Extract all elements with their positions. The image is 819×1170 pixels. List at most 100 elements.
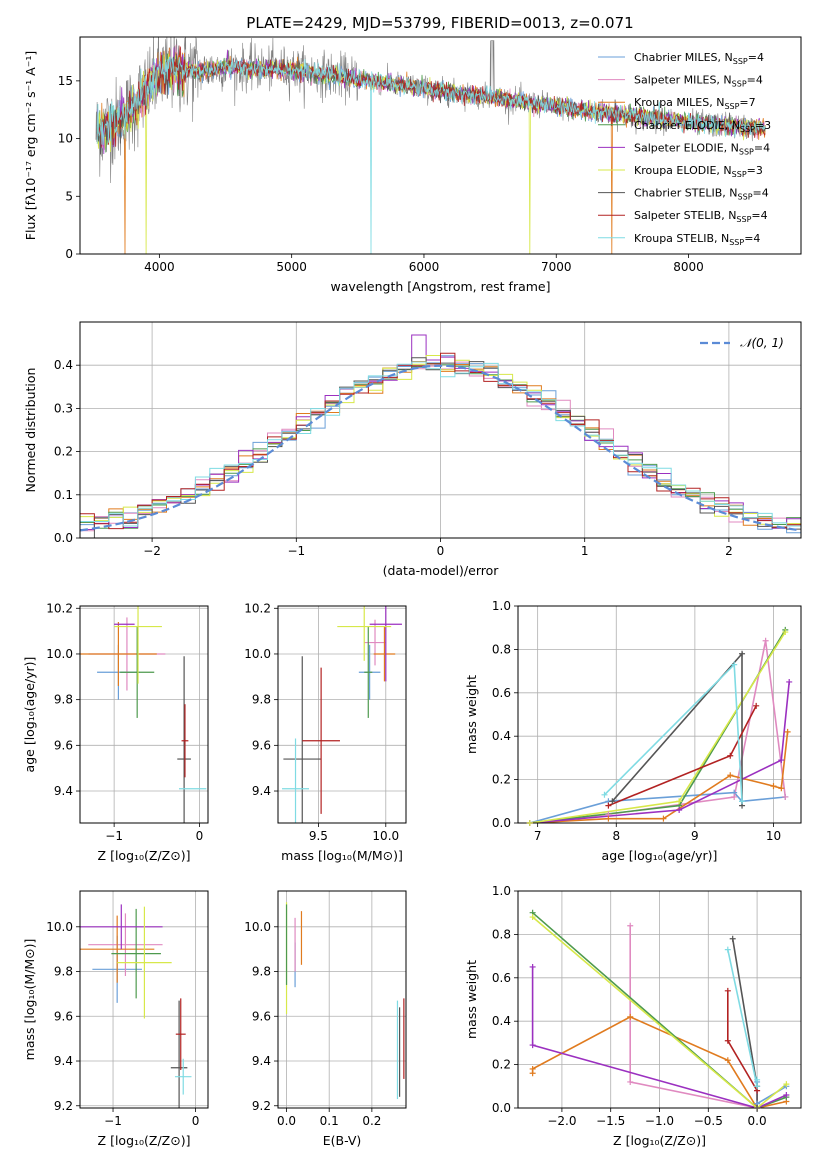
weight-point-marker xyxy=(724,987,731,994)
weight-point-marker xyxy=(784,728,791,735)
y-axis-label: Normed distribution xyxy=(23,368,38,493)
y-tick-label: 0.2 xyxy=(54,445,73,459)
weight-point-marker xyxy=(526,820,533,826)
y-axis-label: mass weight xyxy=(464,960,479,1039)
y-axis-label: Flux [fλ10⁻¹⁷ erg cm⁻² s⁻¹ A⁻¹] xyxy=(23,51,38,240)
x-tick-label: 8 xyxy=(612,829,620,843)
panel-weight_vs_age: 7 8 9 10 0.0 0.2 0.4 0.6 0.8 1.0 age [log₁₀(age/yr… xyxy=(464,599,802,863)
x-tick-label: −1.0 xyxy=(645,1114,674,1128)
weight-point-marker xyxy=(724,1037,731,1044)
weight-point-marker xyxy=(609,798,616,805)
y-tick-label: 0.0 xyxy=(492,1101,511,1115)
y-axis-label: mass [log₁₀(M/M⊙)] xyxy=(22,939,37,1061)
residual-histogram-step xyxy=(80,361,801,538)
y-tick-label: 15 xyxy=(58,74,73,88)
x-axis-label: (data-model)/error xyxy=(383,563,500,578)
y-tick-label: 10.0 xyxy=(46,647,73,661)
weight-point-marker xyxy=(754,1083,761,1090)
x-tick-label: −1.5 xyxy=(596,1114,625,1128)
legend-entry: Kroupa MILES, NSSP=7 xyxy=(634,96,756,111)
y-tick-label: 9.8 xyxy=(54,693,73,707)
weight-point-marker xyxy=(782,629,789,636)
legend-entry: Chabrier STELIB, NSSP=4 xyxy=(634,187,769,202)
y-tick-label: 10 xyxy=(58,132,73,146)
y-tick-label: 0.1 xyxy=(54,488,73,502)
y-tick-label: 0.2 xyxy=(492,773,511,787)
x-tick-label: −1 xyxy=(105,829,123,843)
weight-point-marker xyxy=(660,815,667,822)
x-axis-label: wavelength [Angstrom, rest frame] xyxy=(330,279,550,294)
y-axis-label: age [log₁₀(age/yr)] xyxy=(22,657,37,773)
figure-title: PLATE=2429, MJD=53799, FIBERID=0013, z=0… xyxy=(246,14,633,32)
weight-point-marker xyxy=(778,785,785,792)
y-tick-label: 0.0 xyxy=(492,816,511,830)
weight-point-marker xyxy=(731,661,738,668)
panel-age_vs_Z: −1 0 9.4 9.6 9.8 10.0 10.2 Z [log₁₀(Z/Z⊙)] age [… xyxy=(22,601,209,863)
x-axis-label: age [log₁₀(age/yr)] xyxy=(602,848,718,863)
weight-point-marker xyxy=(786,678,793,685)
plot-area xyxy=(285,902,405,1100)
x-tick-label: 0.2 xyxy=(362,1114,381,1128)
legend-entry: 𝒩(0, 1) xyxy=(740,336,784,350)
x-tick-label: 0 xyxy=(437,544,445,558)
panel-mass_vs_EBV: 0.0 0.1 0.2 9.2 9.4 9.6 9.8 10.0 E(B-V) xyxy=(244,890,407,1148)
axes-frame xyxy=(277,890,407,1109)
x-axis-label: Z [log₁₀(Z/Z⊙)] xyxy=(613,1133,706,1148)
legend-entry: Kroupa ELODIE, NSSP=3 xyxy=(634,164,763,179)
panel-residuals: −2 −1 0 1 2 0.0 0.1 0.2 0.3 0.4 (data-model)/error… xyxy=(23,321,802,578)
y-tick-label: 9.4 xyxy=(252,1054,271,1068)
y-tick-label: 0.4 xyxy=(54,358,73,372)
y-tick-label: 5 xyxy=(65,189,73,203)
weight-point-marker xyxy=(529,1065,536,1072)
y-tick-label: 0.4 xyxy=(492,1014,511,1028)
weight-series-line xyxy=(529,681,790,823)
y-tick-label: 1.0 xyxy=(492,884,511,898)
weight-series-line xyxy=(529,629,786,823)
y-tick-label: 9.2 xyxy=(252,1099,271,1113)
axes-frame xyxy=(79,36,802,255)
x-tick-label: 1 xyxy=(581,544,589,558)
plot-area xyxy=(80,904,192,1108)
weight-point-marker xyxy=(529,914,536,921)
y-tick-label: 0.8 xyxy=(492,927,511,941)
weight-series-line xyxy=(529,731,789,823)
y-tick-label: 9.4 xyxy=(54,1054,73,1068)
weight-point-marker xyxy=(727,772,734,779)
weight-point-marker xyxy=(727,752,734,759)
x-tick-label: 7 xyxy=(534,829,542,843)
x-axis-label: mass [log₁₀(M/M⊙)] xyxy=(281,848,403,863)
y-tick-label: 10.0 xyxy=(244,647,271,661)
weight-point-marker xyxy=(754,1105,761,1111)
y-tick-label: 10.2 xyxy=(46,601,73,615)
y-tick-label: 0.4 xyxy=(492,729,511,743)
spectrum-model-line xyxy=(96,56,766,254)
y-axis-label: mass weight xyxy=(464,675,479,754)
x-tick-label: 0.1 xyxy=(320,1114,339,1128)
weight-point-marker xyxy=(782,793,789,800)
x-tick-label: 2 xyxy=(725,544,733,558)
y-tick-label: 9.4 xyxy=(252,784,271,798)
axes-frame xyxy=(277,605,407,824)
weight-point-marker xyxy=(739,798,746,805)
x-tick-label: 10.0 xyxy=(372,829,399,843)
weight-point-marker xyxy=(762,637,769,644)
weight-point-marker xyxy=(724,946,731,953)
weight-point-marker xyxy=(529,963,536,970)
x-tick-label: −1 xyxy=(287,544,305,558)
axes-frame xyxy=(517,890,802,1109)
x-tick-label: 0.0 xyxy=(748,1114,767,1128)
weight-series-line xyxy=(532,912,787,1108)
legend-entry: Salpeter ELODIE, NSSP=4 xyxy=(634,141,770,156)
axes-frame xyxy=(79,321,802,539)
x-tick-label: 0.0 xyxy=(277,1114,296,1128)
x-tick-label: 10 xyxy=(766,829,781,843)
weight-point-marker xyxy=(778,757,785,764)
axes-frame xyxy=(517,605,802,824)
x-tick-label: −1 xyxy=(104,1114,122,1128)
plot-area xyxy=(529,629,790,823)
weight-point-marker xyxy=(601,791,608,798)
legend-entry: Salpeter MILES, NSSP=4 xyxy=(634,74,763,89)
x-axis-label: E(B-V) xyxy=(323,1133,362,1148)
legend-entry: Salpeter STELIB, NSSP=4 xyxy=(634,209,768,224)
y-tick-label: 0.3 xyxy=(54,401,73,415)
